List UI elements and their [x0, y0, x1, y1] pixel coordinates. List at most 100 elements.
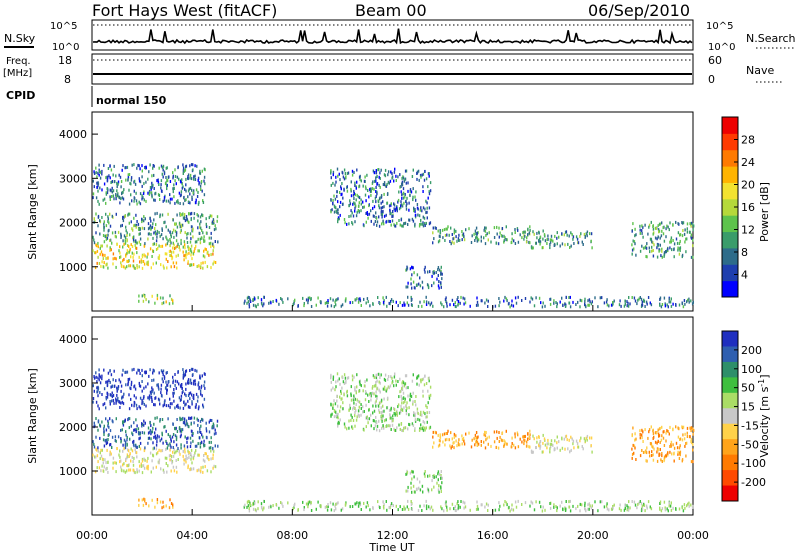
- velocity-echo: [380, 406, 382, 410]
- power-echo: [135, 199, 138, 203]
- power-echo: [133, 163, 135, 167]
- power-echo: [458, 238, 460, 242]
- velocity-echo: [161, 418, 164, 421]
- velocity-echo: [456, 502, 458, 506]
- power-echo: [684, 240, 686, 244]
- velocity-echo: [424, 470, 426, 473]
- power-echo: [675, 237, 678, 241]
- velocity-echo: [465, 432, 467, 436]
- power-echo: [183, 254, 185, 258]
- velocity-echo: [330, 403, 332, 407]
- velocity-echo: [142, 464, 145, 468]
- velocity-echo: [102, 469, 105, 473]
- power-echo: [468, 227, 470, 231]
- beam-title: Beam 00: [355, 1, 427, 20]
- power-echo: [169, 239, 171, 243]
- power-echo: [519, 233, 521, 237]
- velocity-echo: [440, 490, 442, 493]
- power-echo: [360, 198, 362, 202]
- power-echo: [161, 213, 164, 217]
- power-echo: [690, 233, 693, 237]
- power-echo: [192, 163, 194, 167]
- power-echo: [203, 235, 205, 239]
- velocity-echo: [197, 430, 199, 434]
- power-echo: [425, 295, 427, 299]
- power-echo: [345, 175, 347, 179]
- velocity-echo: [177, 370, 179, 374]
- velocity-echo: [407, 386, 409, 390]
- velocity-echo: [589, 436, 591, 440]
- velocity-echo: [422, 410, 425, 414]
- velocity-echo: [138, 498, 140, 502]
- power-echo: [430, 301, 433, 305]
- velocity-echo: [568, 438, 570, 442]
- velocity-echo: [411, 490, 413, 494]
- power-echo: [426, 283, 429, 287]
- velocity-echo: [183, 400, 185, 404]
- velocity-echo: [441, 476, 443, 480]
- power-echo: [106, 179, 109, 183]
- velocity-echo: [98, 374, 101, 378]
- velocity-echo: [205, 452, 207, 456]
- velocity-echo: [185, 387, 187, 391]
- power-echo: [340, 185, 342, 189]
- power-echo: [421, 222, 424, 226]
- velocity-echo: [155, 427, 157, 431]
- velocity-echo: [130, 447, 132, 451]
- velocity-echo: [196, 417, 198, 421]
- power-echo: [177, 201, 179, 205]
- power-echo: [657, 228, 660, 232]
- power-echo: [413, 209, 415, 213]
- power-echo: [106, 187, 108, 191]
- velocity-echo: [100, 469, 102, 473]
- power-echo: [403, 222, 405, 226]
- velocity-echo: [671, 452, 673, 456]
- velocity-echo: [559, 504, 561, 508]
- power-echo: [550, 234, 553, 238]
- power-echo: [567, 242, 569, 246]
- power-echo: [353, 171, 355, 174]
- velocity-echo: [672, 443, 674, 447]
- velocity-echo: [644, 428, 646, 432]
- velocity-echo: [126, 456, 128, 460]
- power-echo: [161, 172, 163, 176]
- velocity-echo: [190, 454, 193, 458]
- velocity-echo: [188, 416, 190, 420]
- velocity-echo: [429, 425, 432, 429]
- power-echo: [200, 220, 202, 224]
- velocity-echo: [375, 390, 377, 394]
- power-echo: [357, 209, 359, 212]
- velocity-echo: [179, 398, 182, 402]
- power-echo: [380, 168, 382, 172]
- velocity-echo: [180, 446, 182, 450]
- velocity-echo: [130, 380, 133, 384]
- power-echo: [175, 231, 178, 235]
- power-echo: [172, 228, 175, 232]
- velocity-echo: [381, 410, 384, 414]
- velocity-echo: [143, 419, 145, 423]
- nsearch-label: N.Search: [746, 32, 796, 45]
- velocity-colorbar-tick-label: 100: [741, 363, 762, 376]
- velocity-echo: [148, 397, 151, 401]
- velocity-echo: [92, 384, 94, 388]
- power-echo: [184, 231, 186, 235]
- velocity-echo: [156, 440, 158, 444]
- velocity-echo: [500, 438, 503, 442]
- power-echo: [123, 242, 125, 246]
- velocity-echo: [115, 439, 117, 443]
- power-echo: [411, 286, 413, 290]
- velocity-echo: [144, 458, 146, 462]
- velocity-echo: [690, 429, 692, 433]
- power-echo: [408, 218, 411, 222]
- velocity-echo: [403, 406, 405, 410]
- power-echo: [172, 176, 174, 180]
- power-echo: [393, 207, 395, 211]
- velocity-echo: [383, 503, 385, 507]
- power-echo: [140, 258, 142, 262]
- power-echo: [397, 304, 399, 308]
- velocity-echo: [376, 379, 378, 383]
- power-echo: [650, 220, 652, 224]
- power-echo: [327, 301, 329, 304]
- power-echo: [640, 297, 643, 301]
- velocity-echo: [532, 450, 534, 454]
